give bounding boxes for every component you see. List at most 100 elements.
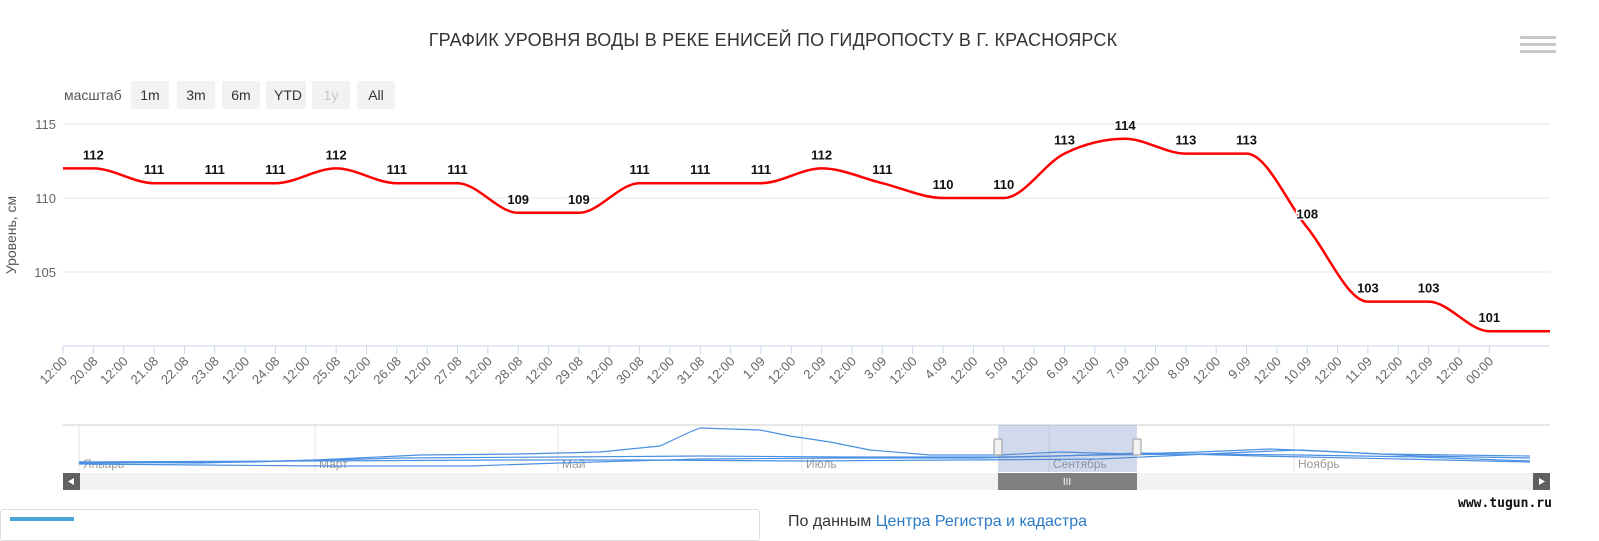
x-tick-label: 12:00	[1432, 354, 1466, 388]
data-label: 111	[872, 162, 892, 177]
data-label: 111	[205, 162, 225, 177]
x-tick-label: 12:00	[1190, 354, 1224, 388]
zoom-ytd-button[interactable]: YTD	[266, 81, 306, 109]
data-label: 103	[1418, 281, 1440, 296]
x-tick-label: 12:00	[1129, 354, 1163, 388]
navigator-month-label: Март	[319, 457, 348, 471]
data-label: 108	[1296, 207, 1318, 222]
x-tick-label: 31.08	[674, 354, 708, 388]
data-label: 113	[1054, 133, 1075, 148]
navigator-series-line	[78, 452, 1531, 467]
scrollbar-track	[63, 473, 1550, 490]
scrollbar-grip: III	[1063, 477, 1071, 488]
x-tick-label: 6.09	[1043, 354, 1072, 383]
x-tick-label: 12:00	[704, 354, 738, 388]
x-tick-label: 28.08	[492, 354, 526, 388]
navigator-series-line	[78, 427, 1531, 464]
x-tick-label: 12:00	[1311, 354, 1345, 388]
x-tick-label: 9.09	[1225, 354, 1254, 383]
navigator-month-label: Май	[562, 457, 586, 471]
x-tick-label: 00:00	[1463, 354, 1497, 388]
data-label: 114	[1115, 118, 1137, 133]
x-tick-label: 12:00	[401, 354, 435, 388]
water-level-line	[62, 137, 1550, 333]
x-tick-label: 29.08	[552, 354, 586, 388]
x-tick-label: 11.09	[1342, 354, 1375, 387]
data-label: 110	[993, 177, 1014, 192]
data-label: 109	[507, 192, 529, 207]
x-tick-label: 21.08	[128, 354, 162, 388]
data-label: 111	[387, 162, 407, 177]
x-tick-label: 12:00	[765, 354, 799, 388]
zoom-3m-button[interactable]: 3m	[177, 81, 215, 109]
data-label: 111	[629, 162, 649, 177]
source-note: По данным Центра Регистра и кадастра	[788, 513, 1087, 531]
hamburger-menu-icon[interactable]	[1520, 36, 1556, 60]
data-label: 103	[1357, 281, 1379, 296]
x-tick-label: 2.09	[800, 354, 829, 383]
x-tick-label: 10.09	[1281, 354, 1315, 388]
navigator-right-handle	[1132, 438, 1142, 456]
navigator-month-label: Июль	[806, 457, 837, 471]
x-tick-label: 1.09	[740, 354, 769, 383]
x-tick-label: 12:00	[522, 354, 556, 388]
data-label: 112	[83, 147, 104, 162]
x-tick-label: 12:00	[947, 354, 981, 388]
zoom-6m-button[interactable]: 6m	[222, 81, 260, 109]
scrollbar-left-button	[63, 473, 80, 490]
chart-title: ГРАФИК УРОВНЯ ВОДЫ В РЕКЕ ЕНИСЕЙ ПО ГИДР…	[428, 30, 1118, 50]
scrollbar-right-button	[1533, 473, 1550, 490]
x-tick-label: 8.09	[1164, 354, 1193, 383]
source-link[interactable]: Центра Регистра и кадастра	[875, 513, 1088, 530]
x-tick-label: 12.09	[1402, 354, 1436, 388]
x-tick-label: 3.09	[861, 354, 890, 383]
data-label: 111	[690, 162, 710, 177]
scroll-right-arrow-icon	[1539, 478, 1545, 485]
data-label: 111	[265, 162, 285, 177]
source-prefix: По данным	[788, 513, 872, 530]
watermark: www.tugun.ru	[1458, 496, 1552, 511]
x-tick-label: 26.08	[370, 354, 404, 388]
x-tick-label: 27.08	[431, 354, 465, 388]
x-tick-label: 7.09	[1104, 354, 1133, 383]
zoom-all-button[interactable]: All	[357, 81, 395, 109]
info-panel	[0, 509, 760, 541]
x-tick-label: 12:00	[340, 354, 374, 388]
data-label: 112	[811, 147, 832, 162]
navigator-left-handle	[993, 438, 1003, 456]
x-tick-label: 30.08	[613, 354, 647, 388]
navigator-series-line	[78, 449, 1531, 463]
x-tick-label: 12:00	[583, 354, 617, 388]
navigator-series-line	[78, 453, 1531, 464]
data-label: 111	[447, 162, 467, 177]
x-tick-label: 12:00	[461, 354, 495, 388]
y-tick-label: 110	[35, 191, 56, 206]
navigator-month-label: Сентябрь	[1053, 457, 1107, 471]
y-tick-label: 105	[34, 265, 56, 280]
data-label: 113	[1175, 133, 1196, 148]
range-selector-label: масштаб	[64, 87, 122, 103]
data-label: 109	[568, 192, 590, 207]
x-tick-label: 24.08	[249, 354, 283, 388]
data-label: 101	[1478, 310, 1500, 325]
navigator-month-label: Ноябрь	[1298, 457, 1340, 471]
x-tick-label: 4.09	[922, 354, 951, 383]
data-label: 112	[326, 147, 347, 162]
navigator-month-label: Январь	[83, 457, 124, 471]
scrollbar-thumb	[998, 473, 1137, 490]
x-tick-label: 22.08	[158, 354, 192, 388]
x-tick-label: 12:00	[1068, 354, 1102, 388]
navigator-selection	[998, 425, 1137, 472]
scroll-left-arrow-icon	[68, 478, 74, 485]
info-panel-accent	[10, 517, 74, 521]
zoom-1y-button: 1y	[312, 81, 350, 109]
data-label: 111	[751, 162, 771, 177]
x-tick-label: 12:00	[37, 354, 71, 388]
x-tick-label: 12:00	[279, 354, 313, 388]
x-tick-label: 5.09	[982, 354, 1011, 383]
data-label: 110	[933, 177, 954, 192]
zoom-1m-button[interactable]: 1m	[131, 81, 169, 109]
data-label: 111	[144, 162, 164, 177]
x-tick-label: 12:00	[1250, 354, 1284, 388]
